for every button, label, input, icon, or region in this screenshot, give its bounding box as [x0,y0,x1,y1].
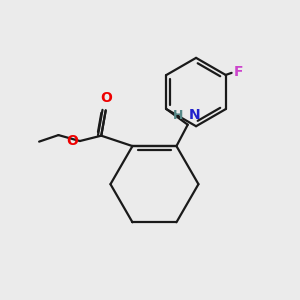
Text: O: O [67,134,78,148]
Text: F: F [234,65,244,79]
Text: O: O [100,91,112,105]
Text: H: H [173,109,183,122]
Text: N: N [189,108,200,122]
